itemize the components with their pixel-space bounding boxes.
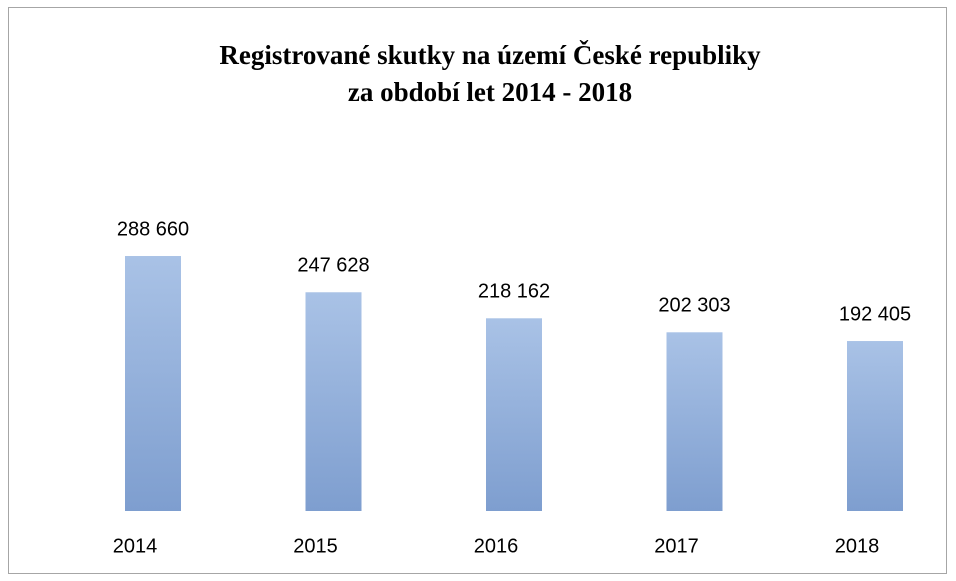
bar — [666, 332, 723, 511]
x-tick-label: 2015 — [293, 535, 338, 557]
value-label: 247 628 — [297, 255, 369, 277]
x-tick-label: 2014 — [113, 535, 158, 557]
x-tick-label: 2017 — [654, 535, 699, 557]
value-label: 202 303 — [658, 295, 730, 317]
value-label: 192 405 — [839, 303, 911, 325]
x-tick-label: 2016 — [474, 535, 519, 557]
value-label: 218 162 — [478, 281, 550, 303]
bar — [847, 341, 903, 511]
chart-subtitle: za období let 2014 - 2018 — [348, 77, 632, 107]
value-label: 288 660 — [117, 218, 189, 240]
chart-title: Registrované skutky na území České repub… — [219, 40, 761, 70]
bar — [486, 318, 542, 511]
bar — [305, 292, 362, 511]
x-tick-label: 2018 — [835, 535, 880, 557]
bar — [125, 256, 181, 511]
